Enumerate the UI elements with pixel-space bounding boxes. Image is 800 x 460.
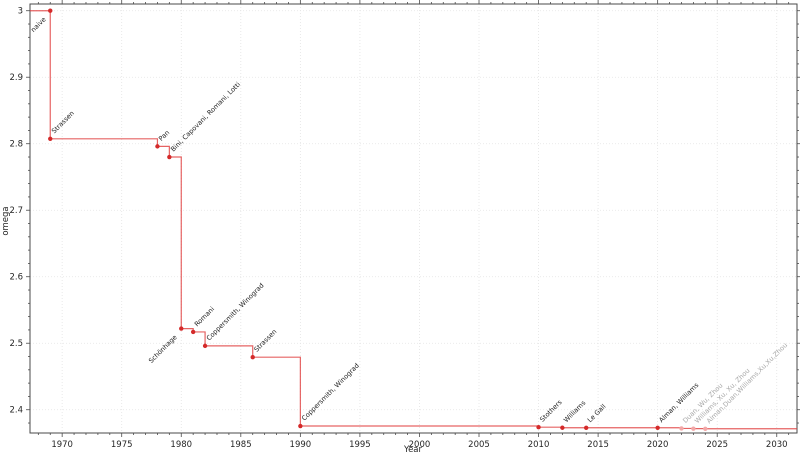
x-tick-label: 2020: [647, 440, 669, 450]
x-tick-label: 1995: [349, 440, 371, 450]
data-point: [179, 326, 184, 331]
event-label: Coppersmith, Winograd: [300, 362, 361, 423]
data-point: [48, 8, 53, 13]
y-axis-label: omega: [1, 206, 11, 236]
event-label: Romani: [193, 305, 216, 328]
x-tick-label: 2015: [587, 440, 609, 450]
data-point: [202, 343, 208, 349]
event-label: Schönhage: [147, 333, 179, 365]
step-line: [30, 10, 797, 430]
event-label: Williams: [562, 399, 588, 425]
x-tick-label: 2010: [528, 440, 550, 450]
x-axis-label: Year: [404, 445, 422, 455]
x-tick-label: 1970: [51, 440, 73, 450]
data-point: [703, 426, 708, 431]
data-point: [298, 423, 303, 429]
data-point: [250, 354, 255, 360]
y-tick-label: 3: [18, 7, 23, 17]
x-tick-label: 1985: [230, 440, 252, 450]
data-point: [691, 426, 696, 431]
data-point: [167, 154, 172, 160]
x-tick-label: 2000: [409, 440, 431, 450]
y-tick-label: 2.5: [9, 339, 23, 349]
data-point: [536, 425, 541, 430]
y-tick-label: 2.6: [9, 273, 23, 283]
x-tick-label: 2005: [468, 440, 490, 450]
data-point: [190, 329, 196, 335]
data-point: [560, 425, 565, 430]
event-label: Williams, Xu, Xu, Zhou: [693, 367, 751, 425]
event-label: Pan: [157, 129, 171, 143]
x-tick-label: 1980: [170, 440, 192, 450]
y-tick-label: 2.8: [9, 140, 23, 150]
x-tick-label: 1975: [111, 440, 133, 450]
y-tick-label: 2.4: [9, 406, 23, 416]
event-label: Bini, Capovani, Romani, Lotti: [169, 80, 242, 153]
data-point: [48, 136, 53, 141]
x-tick-label: 2025: [706, 440, 728, 450]
x-tick-label: 2030: [766, 440, 788, 450]
event-label: Strassen: [252, 328, 278, 354]
event-label: Strassen: [50, 109, 76, 135]
data-point: [679, 426, 684, 431]
data-point: [583, 425, 589, 430]
y-tick-label: 2.7: [9, 206, 23, 216]
y-tick-label: 2.9: [9, 73, 23, 83]
plot-border: [29, 3, 798, 434]
x-tick-label: 1990: [290, 440, 312, 450]
data-point: [655, 425, 660, 430]
event-label: naive: [29, 15, 47, 33]
event-label: Stothers: [538, 398, 564, 424]
data-point: [155, 144, 160, 149]
event-label: Le Gall: [586, 402, 608, 424]
